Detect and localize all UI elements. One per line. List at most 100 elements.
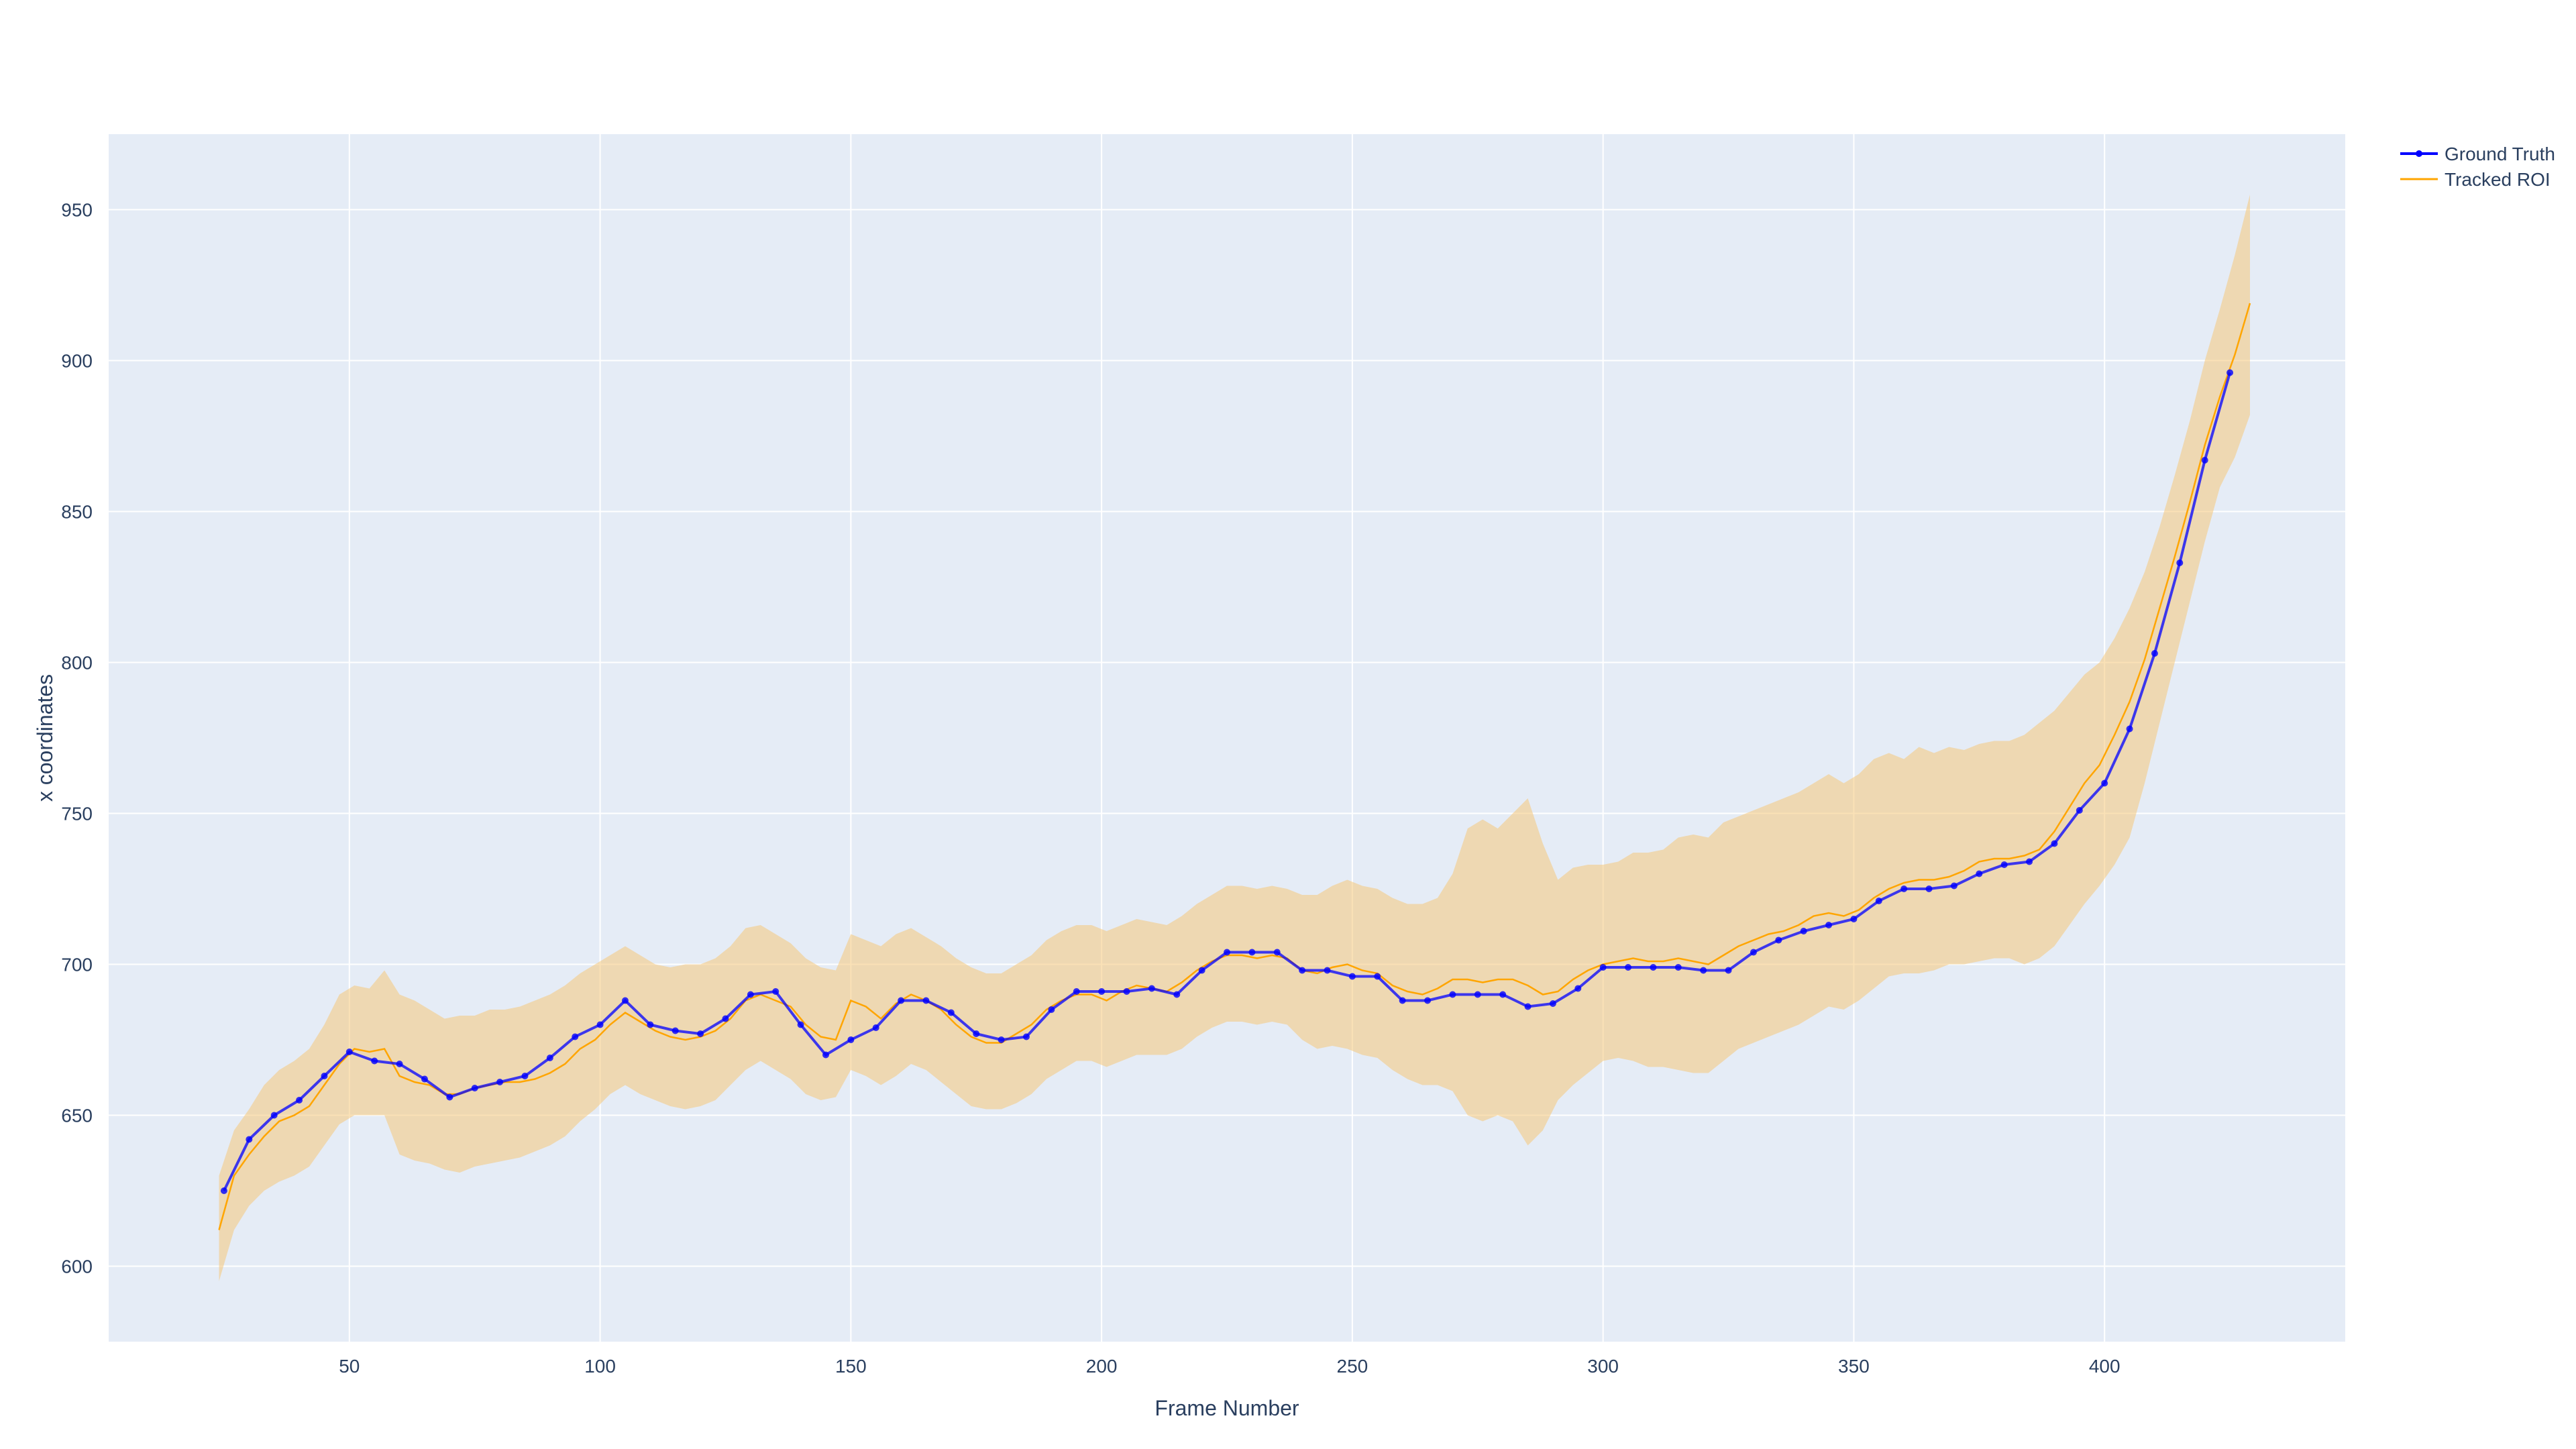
ground-truth-point — [1173, 991, 1181, 998]
ground-truth-point — [321, 1073, 328, 1079]
tracked-roi-line — [218, 303, 2251, 1230]
ground-truth-point — [822, 1051, 829, 1059]
ground-truth-point — [1324, 967, 1331, 974]
legend-item-ground-truth[interactable]: Ground Truth — [2400, 144, 2555, 164]
ground-truth-point — [647, 1021, 654, 1028]
ground-truth-point — [1950, 882, 1957, 890]
ground-truth-point — [446, 1093, 453, 1101]
legend-ground-truth-label: Ground Truth — [2445, 144, 2555, 164]
ground-truth-point — [1524, 1003, 1532, 1010]
ground-truth-point — [1850, 916, 1858, 922]
x-tick-label: 100 — [584, 1356, 616, 1377]
ground-truth-point — [1299, 967, 1306, 974]
ground-truth-point — [621, 997, 629, 1004]
ground-truth-point — [1022, 1033, 1030, 1040]
ground-truth-point — [1374, 973, 1381, 980]
ground-truth-point — [421, 1075, 428, 1083]
y-tick-label: 900 — [61, 351, 93, 372]
y-tick-label: 750 — [61, 804, 93, 824]
x-tick-label: 250 — [1337, 1356, 1368, 1377]
ground-truth-point — [471, 1085, 478, 1091]
y-tick-label: 600 — [61, 1256, 93, 1277]
y-tick-label: 850 — [61, 502, 93, 523]
ground-truth-point — [2201, 457, 2208, 464]
x-tick-label: 350 — [1838, 1356, 1870, 1377]
x-axis-title: Frame Number — [1155, 1396, 1299, 1420]
ground-truth-point — [1449, 991, 1456, 998]
ground-truth-point — [1976, 870, 1983, 877]
x-tick-label: 50 — [339, 1356, 360, 1377]
ground-truth-point — [1424, 997, 1432, 1004]
ground-truth-point — [2101, 780, 2108, 787]
ground-truth-point — [973, 1030, 980, 1037]
ground-truth-point — [1499, 991, 1507, 998]
ground-truth-point — [1725, 967, 1732, 974]
y-tick-label: 950 — [61, 200, 93, 221]
legend[interactable]: Ground Truth Tracked ROI — [2400, 144, 2555, 190]
tracked-roi-band — [219, 195, 2250, 1281]
ground-truth-point — [1224, 949, 1230, 956]
ground-truth-point — [220, 1187, 227, 1194]
legend-tracked-roi-label: Tracked ROI — [2445, 169, 2551, 190]
ground-truth-point — [1800, 928, 1807, 934]
ground-truth-point — [1750, 949, 1757, 956]
ground-truth-point — [1248, 949, 1256, 956]
uncertainty-band — [219, 195, 2250, 1281]
ground-truth-point — [772, 988, 780, 995]
ground-truth-point — [2151, 650, 2158, 657]
ground-truth-point — [1700, 967, 1707, 974]
ground-truth-point — [2226, 369, 2234, 376]
x-tick-label: 150 — [835, 1356, 867, 1377]
ground-truth-point — [1399, 997, 1406, 1004]
y-tick-label: 650 — [61, 1106, 93, 1126]
y-tick-label: 800 — [61, 653, 93, 674]
ground-truth-point — [496, 1079, 504, 1085]
ground-truth-point — [371, 1057, 378, 1065]
ground-truth-point — [697, 1030, 704, 1037]
ground-truth-point — [1875, 898, 1882, 904]
ground-truth-point — [1123, 988, 1130, 995]
ground-truth-point — [270, 1112, 278, 1119]
ground-truth-point — [1198, 967, 1205, 974]
x-tick-label: 400 — [2089, 1356, 2121, 1377]
ground-truth-point — [1825, 922, 1833, 928]
ground-truth-point — [947, 1009, 955, 1016]
ground-truth-point — [521, 1073, 529, 1079]
ground-truth-point — [396, 1061, 403, 1067]
ground-truth-point — [1650, 964, 1657, 971]
ground-truth-point — [1775, 936, 1782, 944]
ground-truth-point — [2026, 858, 2033, 865]
series-lines — [218, 303, 2251, 1230]
ground-truth-point — [546, 1055, 553, 1061]
ground-truth-point — [345, 1049, 353, 1055]
ground-truth-point — [2051, 840, 2058, 847]
ground-truth-point — [596, 1021, 604, 1028]
ground-truth-point — [1098, 988, 1106, 995]
ground-truth-point — [747, 991, 754, 998]
ground-truth-point — [2176, 559, 2184, 566]
ground-truth-point — [1574, 985, 1582, 992]
ground-truth-point — [847, 1036, 855, 1043]
ground-truth-point — [246, 1136, 253, 1143]
ground-truth-point — [1348, 973, 1356, 980]
ground-truth-point — [1674, 964, 1682, 971]
ground-truth-point — [2126, 725, 2133, 733]
ground-truth-point — [898, 997, 905, 1004]
ground-truth-point — [672, 1027, 679, 1034]
ground-truth-point — [1549, 1000, 1556, 1007]
ground-truth-point — [797, 1021, 804, 1028]
ground-truth-point — [1474, 991, 1481, 998]
ground-truth-point — [1925, 885, 1933, 892]
legend-item-tracked-roi[interactable]: Tracked ROI — [2400, 169, 2551, 190]
ground-truth-point — [922, 997, 930, 1004]
ground-truth-point — [1073, 988, 1080, 995]
ground-truth-point — [1148, 985, 1155, 992]
ground-truth-point — [1048, 1006, 1055, 1013]
ground-truth-point — [296, 1097, 303, 1104]
x-tick-label: 200 — [1086, 1356, 1118, 1377]
y-axis-title: x coordinates — [33, 674, 57, 802]
ground-truth-point — [998, 1036, 1005, 1043]
x-tick-label: 300 — [1587, 1356, 1619, 1377]
ground-truth-point — [2076, 807, 2083, 814]
